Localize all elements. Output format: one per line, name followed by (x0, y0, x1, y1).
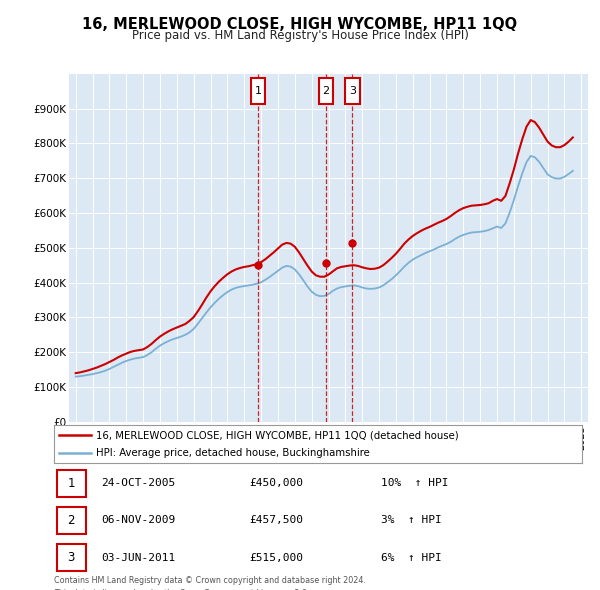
Bar (319, 78, 333, 104)
Text: This data is licensed under the Open Government Licence v3.0.: This data is licensed under the Open Gov… (54, 589, 310, 590)
Text: 16, MERLEWOOD CLOSE, HIGH WYCOMBE, HP11 1QQ: 16, MERLEWOOD CLOSE, HIGH WYCOMBE, HP11 … (82, 17, 518, 31)
Text: 03-JUN-2011: 03-JUN-2011 (101, 553, 176, 562)
Text: 16, MERLEWOOD CLOSE, HIGH WYCOMBE, HP11 1QQ (detached house): 16, MERLEWOOD CLOSE, HIGH WYCOMBE, HP11 … (96, 430, 459, 440)
Text: HPI: Average price, detached house, Buckinghamshire: HPI: Average price, detached house, Buck… (96, 448, 370, 458)
Text: Price paid vs. HM Land Registry's House Price Index (HPI): Price paid vs. HM Land Registry's House … (131, 30, 469, 42)
Text: £450,000: £450,000 (250, 478, 304, 488)
Text: 06-NOV-2009: 06-NOV-2009 (101, 516, 176, 525)
Text: £515,000: £515,000 (250, 553, 304, 562)
Text: 6%  ↑ HPI: 6% ↑ HPI (382, 553, 442, 562)
Text: 1: 1 (67, 477, 75, 490)
Bar (251, 78, 265, 104)
Text: 1: 1 (254, 86, 262, 96)
Bar (56, 470, 86, 497)
Bar (56, 544, 86, 571)
Text: 3: 3 (349, 86, 356, 96)
Text: 2: 2 (67, 514, 75, 527)
Text: 10%  ↑ HPI: 10% ↑ HPI (382, 478, 449, 488)
Bar (56, 507, 86, 534)
Text: Contains HM Land Registry data © Crown copyright and database right 2024.: Contains HM Land Registry data © Crown c… (54, 576, 366, 585)
Bar (346, 78, 359, 104)
Text: 3%  ↑ HPI: 3% ↑ HPI (382, 516, 442, 525)
Text: 24-OCT-2005: 24-OCT-2005 (101, 478, 176, 488)
Text: £457,500: £457,500 (250, 516, 304, 525)
Text: 3: 3 (67, 551, 75, 564)
Text: 2: 2 (322, 86, 329, 96)
